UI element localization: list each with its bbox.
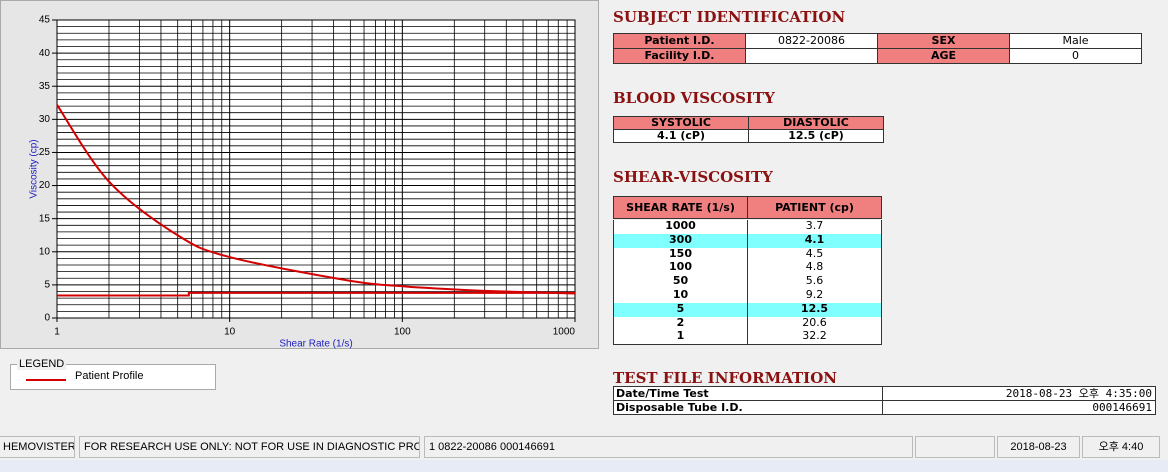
table-cell: 2 (613, 316, 748, 332)
legend-label: Patient Profile (75, 370, 144, 382)
table-cell: 100 (613, 261, 748, 277)
table-header-cell: SHEAR RATE (1/s) (613, 196, 748, 219)
legend-title: LEGEND (17, 358, 67, 370)
y-tick-label: 5 (44, 280, 50, 291)
table-cell: 12.5 (cP) (748, 129, 884, 143)
table-header-cell: PATIENT (cp) (747, 196, 882, 219)
section-title: BLOOD VISCOSITY (613, 89, 775, 107)
status-cell: HEMOVISTER (0, 436, 75, 458)
y-tick-label: 35 (39, 81, 51, 92)
y-tick-label: 0 (44, 313, 50, 324)
status-bar: HEMOVISTER FOR RESEARCH USE ONLY: NOT FOR… (0, 436, 1168, 460)
table-cell: 32.2 (747, 330, 882, 346)
table-cell: 0 (1009, 48, 1142, 64)
table-header-cell: SYSTOLIC (613, 116, 749, 130)
table-cell: 3.7 (747, 220, 882, 235)
table-cell: 000146691 (882, 400, 1156, 415)
section-title: SUBJECT IDENTIFICATION (613, 8, 846, 26)
table-cell: 5.6 (747, 275, 882, 290)
table-header-cell: DIASTOLIC (748, 116, 884, 130)
table-header-cell: Patient I.D. (613, 33, 746, 49)
chart: Shear Rate (1/s) Viscosity (cp) 0 5 10 15 20… (0, 0, 599, 350)
table-cell: 2018-08-23 오후 4:35:00 (882, 386, 1156, 401)
legend: LEGEND Patient Profile (10, 358, 216, 390)
table-cell: Disposable Tube I.D. (613, 400, 883, 415)
table-cell: 150 (613, 247, 748, 263)
x-tick-label: 1000 (553, 327, 576, 338)
table-cell: 5 (613, 302, 748, 318)
y-tick-label: 45 (39, 15, 51, 26)
data-line (57, 291, 575, 297)
taskbar-strip (0, 460, 1168, 472)
table-cell: 1000 (613, 220, 748, 235)
status-cell: FOR RESEARCH USE ONLY: NOT FOR USE IN DI… (79, 436, 420, 458)
y-tick-label: 30 (39, 114, 51, 125)
y-tick-label: 15 (39, 213, 51, 224)
x-tick-label: 10 (224, 327, 236, 338)
status-cell (915, 436, 995, 458)
status-cell: 1 0822-20086 000146691 (424, 436, 913, 458)
table-cell: 4.5 (747, 247, 882, 263)
table-cell: 50 (613, 275, 748, 290)
table-cell: 9.2 (747, 289, 882, 304)
table-cell: 1 (613, 330, 748, 346)
table-cell: Date/Time Test (613, 386, 883, 401)
status-cell: 오후 4:40 (1082, 436, 1160, 458)
y-tick-label: 25 (39, 147, 51, 158)
table-cell: 12.5 (747, 302, 882, 318)
table-cell: Male (1009, 33, 1142, 49)
table-cell: 10 (613, 289, 748, 304)
x-axis-label: Shear Rate (1/s) (279, 339, 352, 350)
table-header-cell: AGE (877, 48, 1010, 64)
table-cell: 4.1 (cP) (613, 129, 749, 143)
table-cell: 20.6 (747, 316, 882, 332)
table-cell: 0822-20086 (745, 33, 878, 49)
section-title: SHEAR-VISCOSITY (613, 168, 773, 186)
table-cell: 300 (613, 233, 748, 249)
legend-swatch (26, 379, 66, 381)
y-tick-label: 40 (39, 48, 51, 59)
table-header-cell: SEX (877, 33, 1010, 49)
table-cell (745, 48, 878, 64)
data-line (56, 104, 576, 295)
plot-frame (56, 19, 576, 319)
table-header-cell: Facility I.D. (613, 48, 746, 64)
x-tick-label: 1 (54, 327, 60, 338)
y-tick-label: 10 (39, 246, 51, 257)
status-cell: 2018-08-23 (997, 436, 1080, 458)
section-title: TEST FILE INFORMATION (613, 369, 837, 387)
x-tick-label: 100 (394, 327, 411, 338)
y-axis-label: Viscosity (cp) (29, 139, 40, 198)
plot-area (57, 20, 575, 318)
y-tick-label: 20 (39, 180, 51, 191)
table-cell: 4.1 (747, 233, 882, 249)
table-cell: 4.8 (747, 261, 882, 277)
